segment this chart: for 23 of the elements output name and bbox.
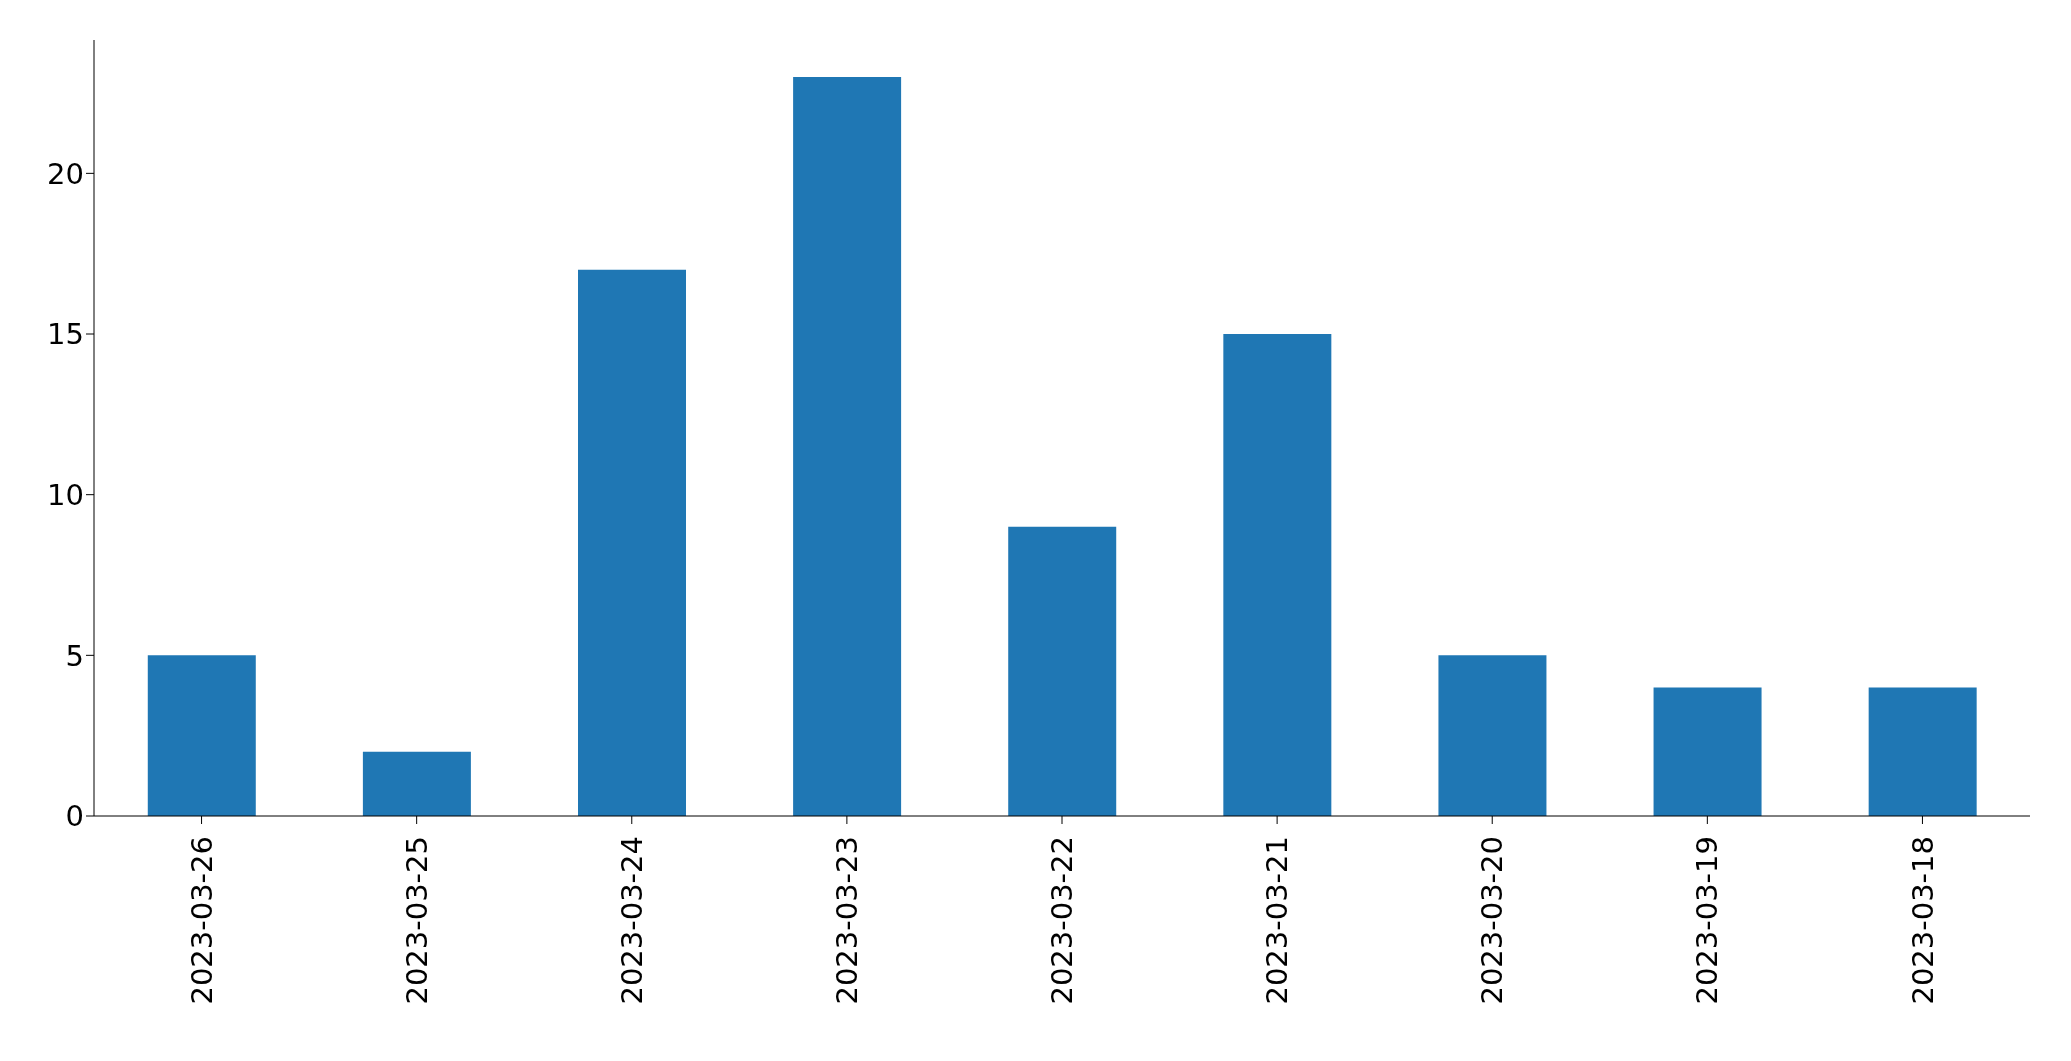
y-tick-label: 0 (65, 799, 84, 834)
bar (578, 269, 686, 816)
bar (1008, 526, 1117, 816)
x-tick-label: 2023-03-20 (1475, 836, 1510, 1005)
x-tick-label: 2023-03-23 (830, 836, 865, 1005)
bar (1653, 687, 1762, 816)
y-tick-label: 15 (47, 317, 84, 352)
x-tick-label: 2023-03-26 (184, 836, 219, 1005)
y-tick-label: 20 (47, 156, 84, 191)
x-tick-label: 2023-03-24 (614, 836, 649, 1005)
x-tick-label: 2023-03-21 (1260, 836, 1295, 1005)
bar (147, 655, 256, 816)
y-tick-label: 5 (65, 638, 84, 673)
y-tick-label: 10 (47, 477, 84, 512)
bar (1868, 687, 1977, 816)
x-tick-label: 2023-03-18 (1905, 836, 1940, 1005)
bar (793, 76, 902, 816)
bar (1223, 334, 1332, 816)
x-tick-label: 2023-03-25 (399, 836, 434, 1005)
bar (362, 751, 471, 816)
x-tick-label: 2023-03-19 (1690, 836, 1725, 1005)
x-tick-label: 2023-03-22 (1045, 836, 1080, 1005)
bar (1438, 655, 1547, 816)
